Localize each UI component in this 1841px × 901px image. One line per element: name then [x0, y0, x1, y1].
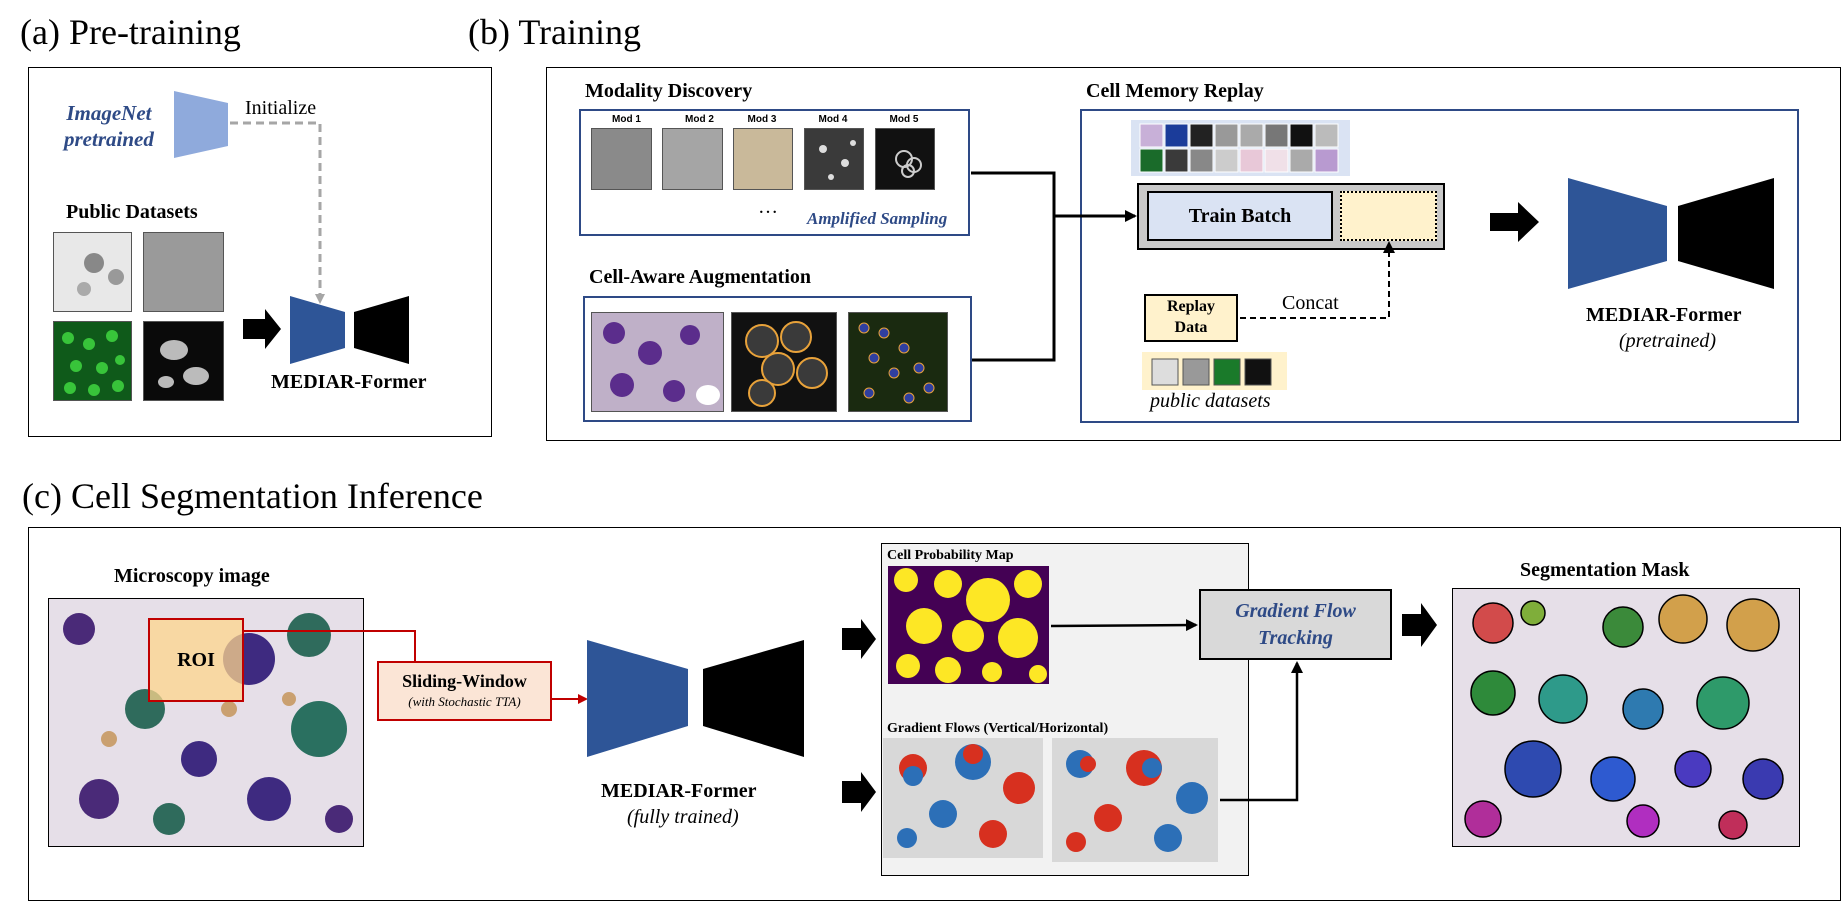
section-a-title: (a) Pre-training [20, 12, 241, 52]
public-dataset-thumb-phase [143, 232, 224, 312]
mod-4-thumb [804, 128, 864, 190]
public-dataset-thumb-dark [143, 321, 224, 401]
trained-model-sublabel: (fully trained) [627, 806, 739, 828]
mod-2-thumb [662, 128, 723, 190]
sliding-window-label: Sliding-Window [402, 671, 527, 691]
prob-to-tracking-arrow [1050, 619, 1198, 632]
mod-label-4: Mod 4 [818, 114, 848, 125]
model-to-flow-arrow [842, 772, 876, 812]
concat-connector [1240, 241, 1395, 319]
mediar-former-encoder-a [290, 296, 345, 364]
imagenet-encoder-shape [174, 91, 228, 158]
public-dataset-thumb-fluorescence [53, 321, 132, 401]
segmentation-mask-label: Segmentation Mask [1520, 559, 1690, 581]
microscopy-image [48, 598, 364, 847]
section-b-title: (b) Training [468, 12, 642, 52]
trained-model-label: MEDIAR-Former [601, 780, 757, 802]
initialize-connector [230, 121, 325, 304]
modality-discovery-title: Modality Discovery [585, 80, 753, 102]
replay-data-line1: Replay [1167, 298, 1215, 315]
augmentation-box [583, 296, 972, 422]
modality-ellipsis: … [758, 196, 778, 218]
public-datasets-label: Public Datasets [66, 201, 198, 223]
augmentation-title: Cell-Aware Augmentation [589, 266, 812, 288]
initialize-label: Initialize [245, 97, 317, 119]
pretrained-model-label: MEDIAR-Former [1586, 304, 1742, 326]
pretrained-model-sublabel: (pretrained) [1619, 330, 1717, 352]
replay-slot-box [1340, 191, 1437, 241]
mediar-former-decoder-a [354, 296, 409, 364]
segmentation-mask-image [1452, 588, 1800, 847]
section-c-title: (c) Cell Segmentation Inference [22, 476, 483, 516]
replay-data-line2: Data [1174, 319, 1208, 336]
mod-label-3: Mod 3 [747, 114, 777, 125]
imagenet-label: ImageNet pretrained [64, 100, 154, 152]
prob-map-label: Cell Probability Map [887, 548, 1014, 563]
tracking-line2: Tracking [1258, 627, 1333, 649]
mod-label-5: Mod 5 [889, 114, 919, 125]
replay-data-box: Replay Data [1144, 294, 1238, 342]
datasets-to-model-arrow [243, 309, 281, 349]
roi-box: ROI [148, 618, 244, 702]
prob-map-image [888, 566, 1049, 684]
imagenet-label-line2: pretrained [64, 127, 154, 151]
sliding-window-sublabel: (with Stochastic TTA) [408, 694, 521, 709]
mod-label-2: Mod 2 [685, 114, 714, 125]
mediar-former-decoder-c [703, 640, 804, 757]
augmentation-thumb-dense [848, 312, 948, 412]
concat-label: Concat [1282, 292, 1339, 314]
gradient-flow-tracking-box: Gradient Flow Tracking [1199, 589, 1392, 660]
mediar-former-encoder-b [1568, 178, 1667, 289]
augmentation-thumb-outlined [731, 312, 837, 412]
tracking-line1: Gradient Flow [1235, 600, 1356, 622]
gradient-flow-horizontal [1052, 738, 1218, 862]
amplified-sampling-label: Amplified Sampling [807, 209, 948, 228]
mod-5-thumb [875, 128, 935, 190]
memory-replay-box [1080, 109, 1799, 423]
imagenet-label-line1: ImageNet [66, 101, 152, 125]
roi-label: ROI [177, 648, 215, 671]
batch-to-model-arrow [1490, 202, 1539, 242]
augmentation-thumb-stained [591, 312, 724, 412]
mediar-former-label-pretraining: MEDIAR-Former [271, 371, 427, 393]
mod-3-thumb [733, 128, 793, 190]
train-batch-box: Train Batch [1147, 191, 1333, 241]
modality-discovery-box [579, 109, 970, 236]
train-batch-label: Train Batch [1188, 204, 1292, 227]
memory-replay-title: Cell Memory Replay [1086, 80, 1264, 102]
batch-thumbnail-grid [1131, 120, 1350, 176]
mediar-former-decoder-b [1678, 178, 1774, 289]
roi-to-sliding-connector [244, 630, 416, 661]
gradient-flow-vertical [883, 738, 1043, 858]
tracking-to-mask-arrow [1402, 603, 1437, 647]
flow-to-tracking-arrow [1220, 661, 1303, 802]
mod-label-1: Mod 1 [612, 114, 641, 125]
microscopy-image-label: Microscopy image [114, 565, 270, 587]
model-to-prob-arrow [842, 619, 876, 659]
public-dataset-thumb-brightfield [53, 232, 132, 312]
mediar-former-encoder-c [587, 640, 688, 757]
modality-to-merge-connector [971, 171, 1056, 362]
replay-public-thumbs [1142, 352, 1287, 390]
replay-public-datasets-label: public datasets [1150, 390, 1271, 412]
sliding-window-box: Sliding-Window (with Stochastic TTA) [377, 661, 552, 721]
gradient-flows-label: Gradient Flows (Vertical/Horizontal) [887, 721, 1109, 736]
mod-1-thumb [591, 128, 652, 190]
